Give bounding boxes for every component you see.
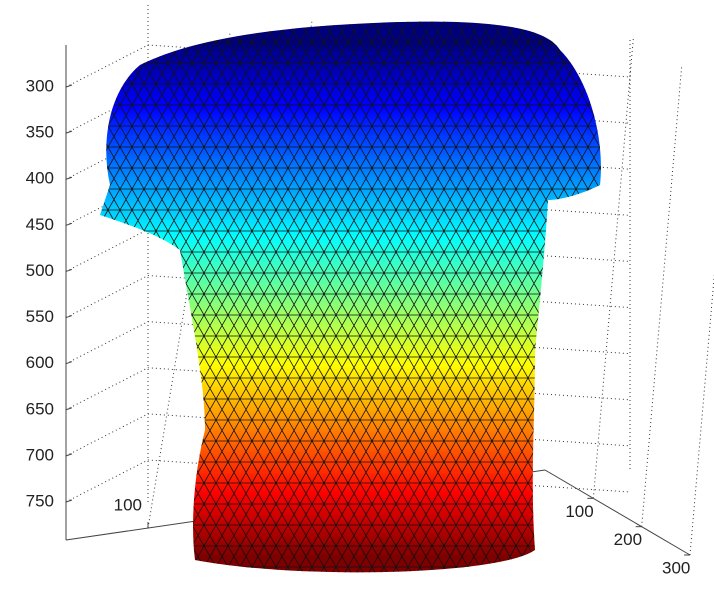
grid-line: [65, 367, 631, 411]
x-tick-label: 100: [114, 495, 142, 514]
grid-line: [65, 321, 631, 365]
z-tick-label: 700: [26, 445, 54, 464]
z-tick: [65, 268, 73, 272]
z-tick-label: 350: [26, 123, 54, 142]
y-tick-label: 100: [565, 502, 593, 521]
z-tick-label: 650: [26, 399, 54, 418]
grid-line: [689, 273, 714, 556]
z-tick: [65, 130, 73, 134]
grid-line: [65, 275, 631, 319]
z-tick-label: 450: [26, 215, 54, 234]
grid-line: [65, 44, 631, 88]
y-axis: [544, 469, 691, 556]
z-tick-label: 550: [26, 307, 54, 326]
z-tick-label: 500: [26, 261, 54, 280]
grid-line: [65, 459, 631, 503]
z-tick-label: 750: [26, 491, 54, 510]
z-tick: [65, 222, 73, 226]
z-tick: [65, 315, 73, 319]
z-tick: [65, 361, 73, 365]
grid-line: [592, 38, 634, 499]
mesh-surface: [100, 21, 601, 573]
y-tick-label: 200: [614, 530, 642, 549]
y-tick-label: 300: [662, 558, 690, 577]
z-tick-label: 600: [26, 353, 54, 372]
grid-line: [641, 66, 683, 527]
z-tick-label: 300: [26, 76, 54, 95]
z-tick: [65, 407, 73, 411]
z-tick: [65, 84, 73, 88]
z-tick: [65, 499, 73, 503]
axes-foreground: 300 350 400 450 500 550 600 650 700 750 100 200 300: [26, 76, 691, 577]
z-tick: [65, 176, 73, 180]
grid-line: [65, 413, 631, 457]
z-tick-label: 400: [26, 169, 54, 188]
z-tick: [65, 453, 73, 457]
